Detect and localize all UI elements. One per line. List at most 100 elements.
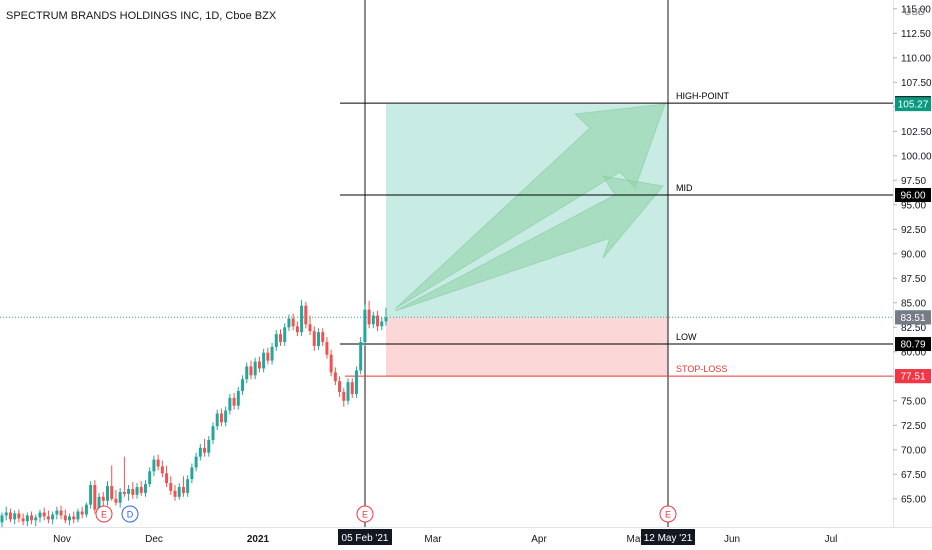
price-axis-tick-label: 102.50 (901, 127, 932, 138)
price-line-label-mid: MID (676, 183, 693, 193)
candle-body (262, 352, 266, 369)
candle-body (93, 485, 97, 510)
price-axis-tick-label: 107.50 (901, 78, 932, 89)
candle-body (241, 379, 245, 391)
candle-body (270, 346, 274, 361)
candle-body (266, 352, 270, 361)
price-axis-tick-label: 67.50 (901, 470, 926, 481)
event-marker-label: E (101, 510, 107, 520)
event-marker-label: D (127, 510, 134, 520)
price-axis-tick-label: 110.00 (901, 53, 931, 64)
candle-body (89, 485, 93, 505)
candle-body (42, 512, 46, 517)
price-line-label-high-point: HIGH-POINT (676, 91, 730, 101)
axis-value-label-bg (895, 310, 931, 325)
time-axis-tick-label: Jun (724, 534, 740, 545)
candle-body (21, 518, 25, 522)
price-axis-tick-label: 87.50 (901, 274, 926, 285)
candle-body (181, 487, 185, 493)
candle-body (312, 331, 316, 346)
candle-body (46, 516, 50, 520)
price-axis-tick-label: 85.00 (901, 298, 926, 309)
candle-body (279, 334, 283, 342)
candle-body (350, 382, 354, 394)
candle-body (63, 515, 67, 521)
candle-body (4, 512, 8, 516)
candle-body (152, 459, 156, 472)
axis-value-label: 77.51 (900, 372, 925, 383)
candle-body (30, 515, 34, 521)
candle-body (110, 486, 114, 499)
candle-body (257, 361, 261, 369)
candle-body (143, 484, 147, 493)
candle-body (72, 516, 76, 520)
price-axis-tick-label: 112.50 (901, 29, 931, 40)
price-axis-tick-label: 82.50 (901, 323, 926, 334)
event-marker-e (95, 505, 113, 523)
candle-body (215, 413, 219, 427)
candle-body (342, 391, 346, 401)
candle-body (198, 447, 202, 457)
candle-body (211, 426, 215, 440)
candle-body (68, 516, 72, 521)
axis-value-label-bg (895, 337, 931, 352)
candle-body (76, 511, 80, 520)
date-marker-label: 05 Feb '21 (342, 533, 389, 544)
candle-body (148, 471, 152, 485)
candle-body (228, 397, 232, 411)
candle-body (8, 512, 12, 520)
candle-body (34, 517, 38, 521)
date-marker-label-bg (338, 529, 392, 545)
candle-body (122, 491, 126, 494)
candle-body (17, 513, 21, 519)
candle-body (0, 515, 4, 523)
event-marker-d (121, 505, 139, 523)
loss-zone (386, 317, 668, 377)
date-marker-label: 12 May '21 (644, 533, 693, 544)
axis-value-label: 96.00 (900, 190, 925, 201)
time-axis-tick-label: May (627, 534, 646, 545)
candle-body (236, 390, 240, 406)
candle-body (25, 515, 29, 522)
candle-body (380, 321, 384, 327)
candle-body (283, 327, 287, 342)
price-axis-tick-label: 95.00 (901, 200, 926, 211)
candle-body (186, 479, 190, 493)
time-axis-tick-label: 2021 (247, 534, 270, 545)
candle-body (325, 341, 329, 355)
price-line-label-stop-loss: STOP-LOSS (676, 364, 727, 374)
candle-body (51, 514, 55, 520)
axis-value-label-bg (895, 369, 931, 384)
currency-label: USD (904, 7, 925, 18)
time-axis-tick-label: Apr (531, 534, 547, 545)
candle-body (329, 354, 333, 373)
candle-body (38, 512, 42, 518)
candle-body (59, 510, 63, 516)
time-axis-tick-label: Jul (825, 534, 838, 545)
price-axis-tick-label: 65.00 (901, 494, 926, 505)
candle-body (287, 318, 291, 328)
candle-body (363, 309, 367, 342)
chart-title: SPECTRUM BRANDS HOLDINGS INC, 1D, Cboe B… (6, 10, 277, 22)
axis-value-label: 80.79 (900, 340, 925, 351)
candle-body (190, 467, 194, 480)
candle-body (55, 510, 59, 515)
event-marker-label: E (362, 510, 368, 520)
price-axis-tick-label: 115.00 (901, 4, 931, 15)
candle-body (308, 324, 312, 332)
price-axis-tick-label: 70.00 (901, 445, 926, 456)
candle-body (114, 498, 118, 503)
event-marker-e (659, 505, 677, 523)
price-axis-tick-label: 100.00 (901, 151, 932, 162)
candle-body (367, 309, 371, 325)
candle-body (101, 496, 105, 501)
candle-body (338, 381, 342, 392)
event-marker-label: E (665, 510, 671, 520)
candle-body (253, 361, 257, 376)
candle-body (384, 317, 388, 322)
target-arrow-upper (394, 103, 666, 310)
price-axis-tick-label: 72.50 (901, 421, 926, 432)
price-axis-tick-label: 80.00 (901, 347, 926, 358)
